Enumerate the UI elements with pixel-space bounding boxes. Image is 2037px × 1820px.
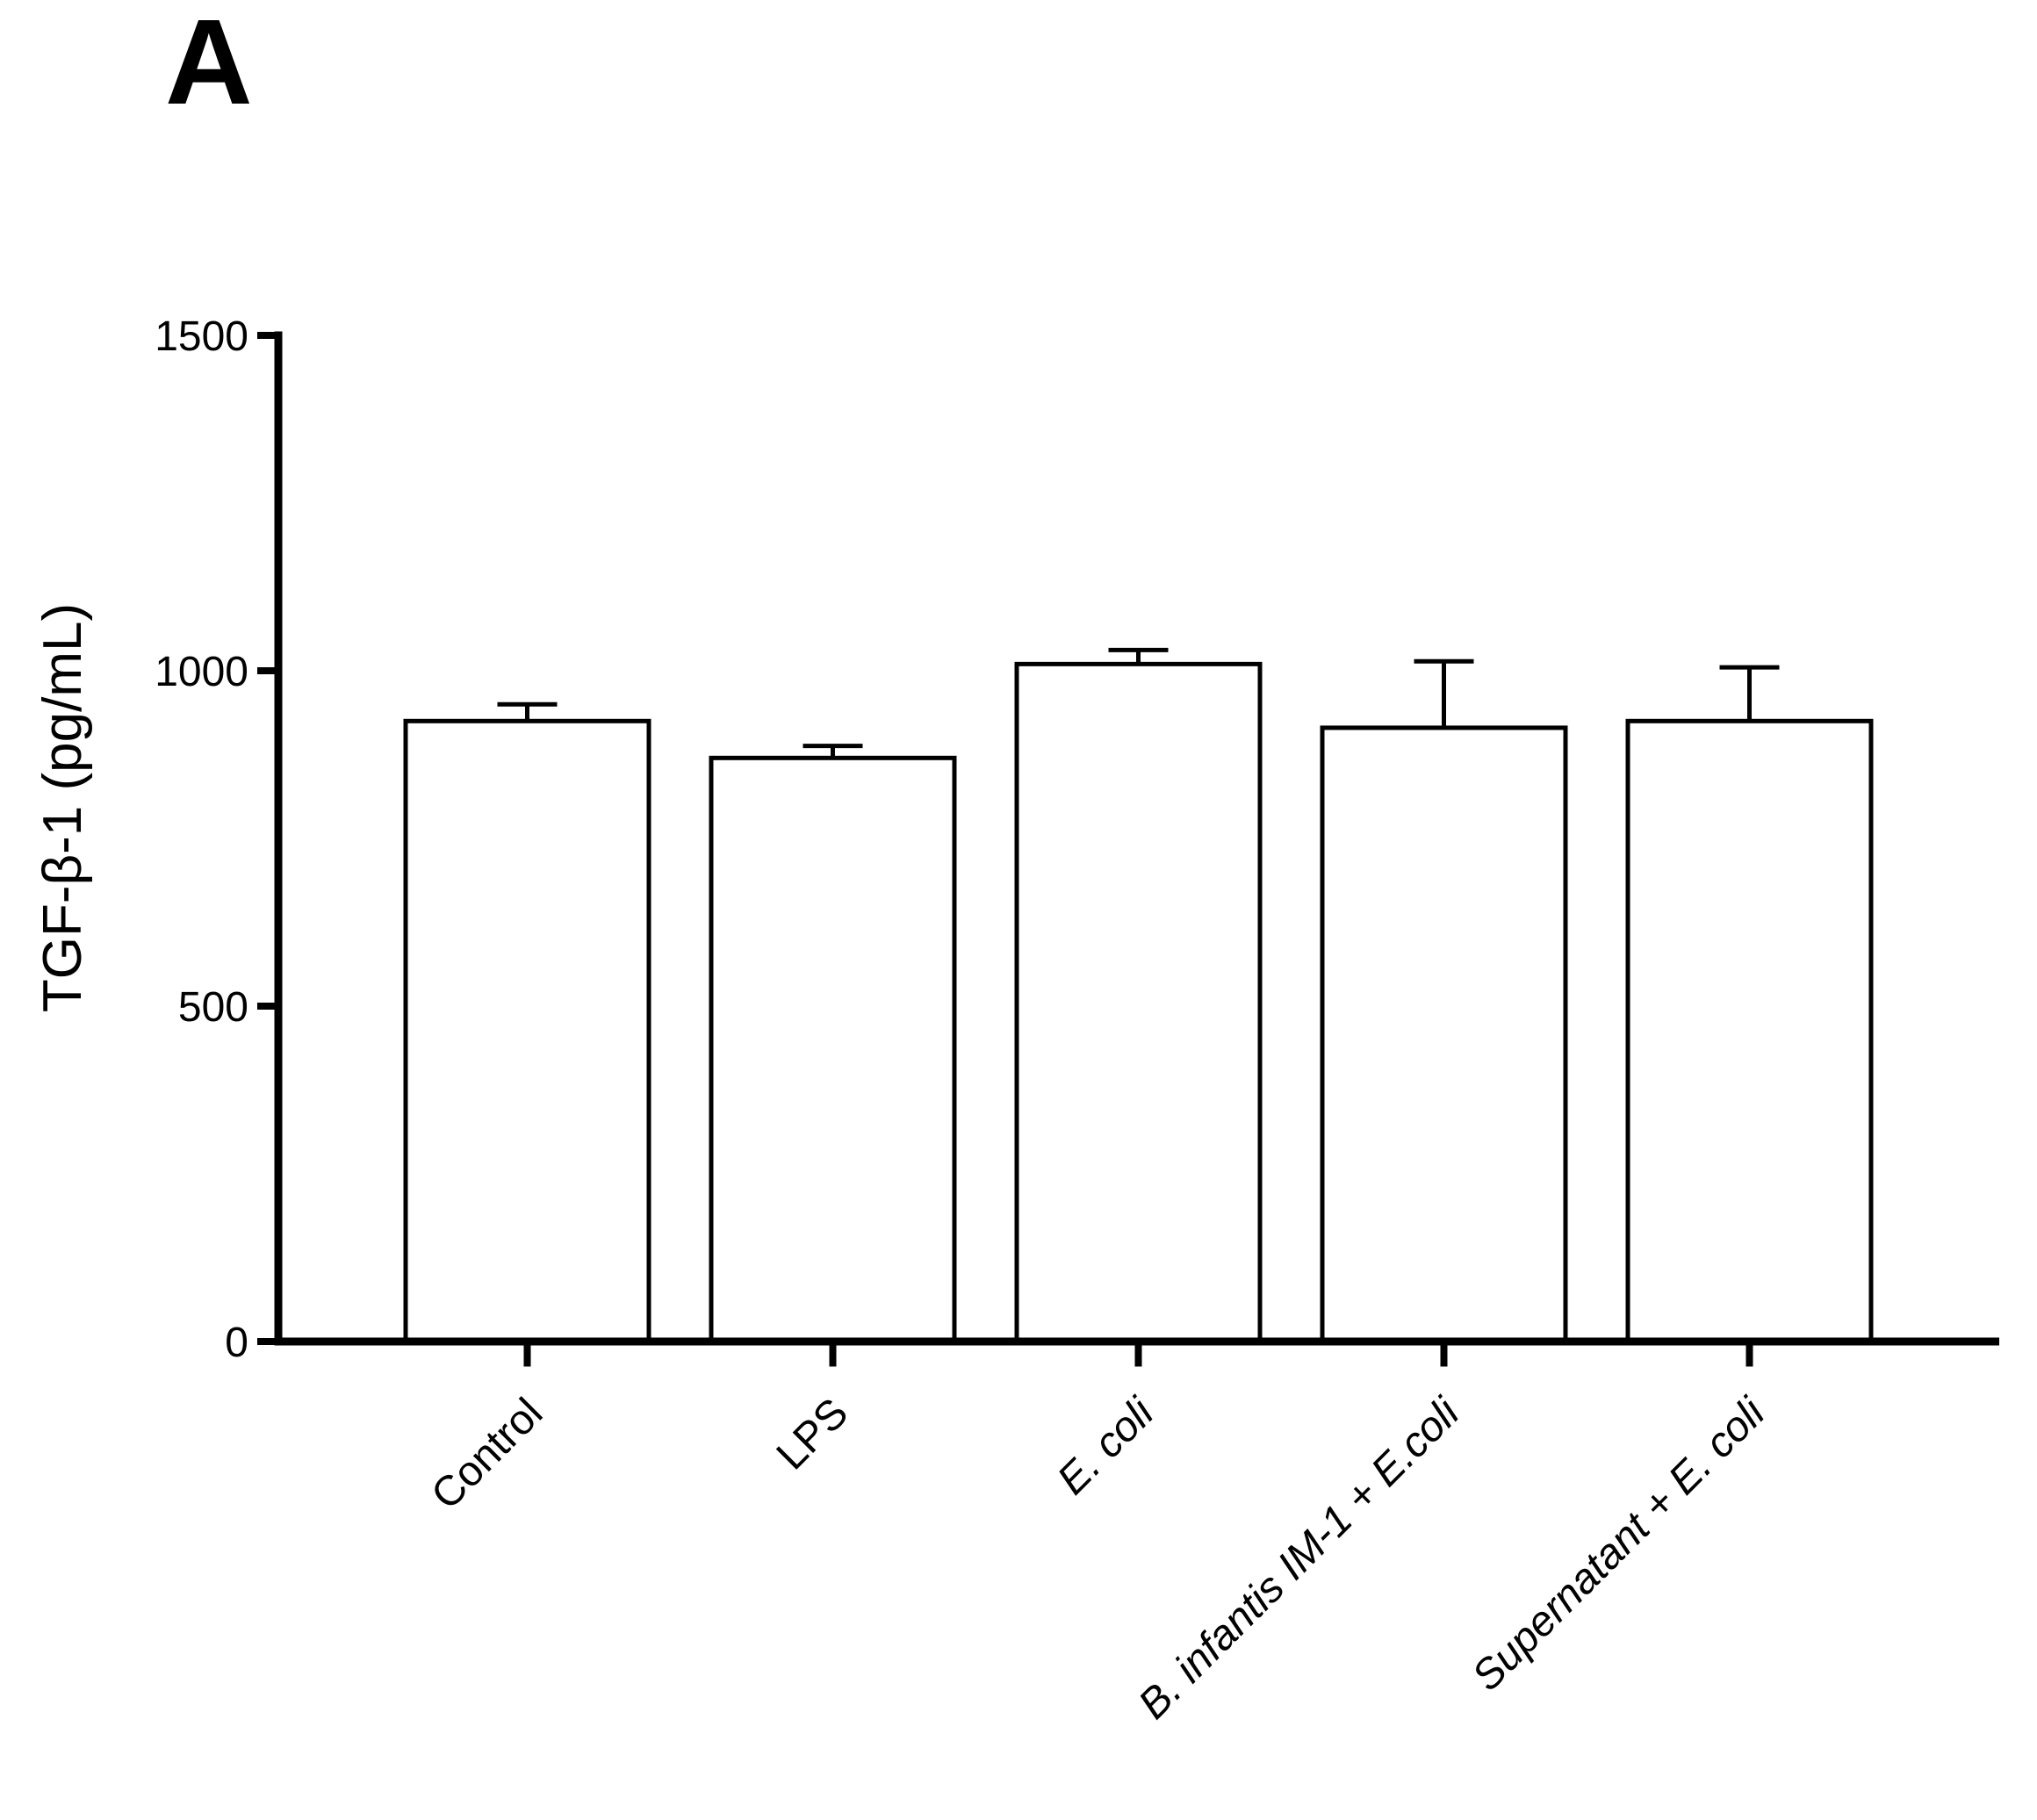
panel-label: A <box>165 0 253 130</box>
bar <box>1014 661 1263 1344</box>
x-tick-label: Supernatant + E. coli <box>1464 1389 1774 1700</box>
x-tick-label: B. infantis IM-1 + E.coli <box>1130 1389 1469 1728</box>
x-tick-label: Control <box>422 1390 551 1519</box>
y-tick-label: 1000 <box>155 649 248 695</box>
y-axis-title: TGF-β-1 (pg/mL) <box>32 603 93 1012</box>
y-tick-label: 1500 <box>155 313 248 360</box>
y-tick-label: 500 <box>178 984 248 1031</box>
x-tick-label: LPS <box>768 1390 858 1479</box>
bar <box>1320 725 1568 1344</box>
bar <box>709 755 957 1344</box>
y-tick-label: 0 <box>225 1320 248 1366</box>
bar <box>1625 718 1874 1344</box>
x-tick-label: E. coli <box>1048 1389 1163 1504</box>
bar <box>403 718 651 1344</box>
